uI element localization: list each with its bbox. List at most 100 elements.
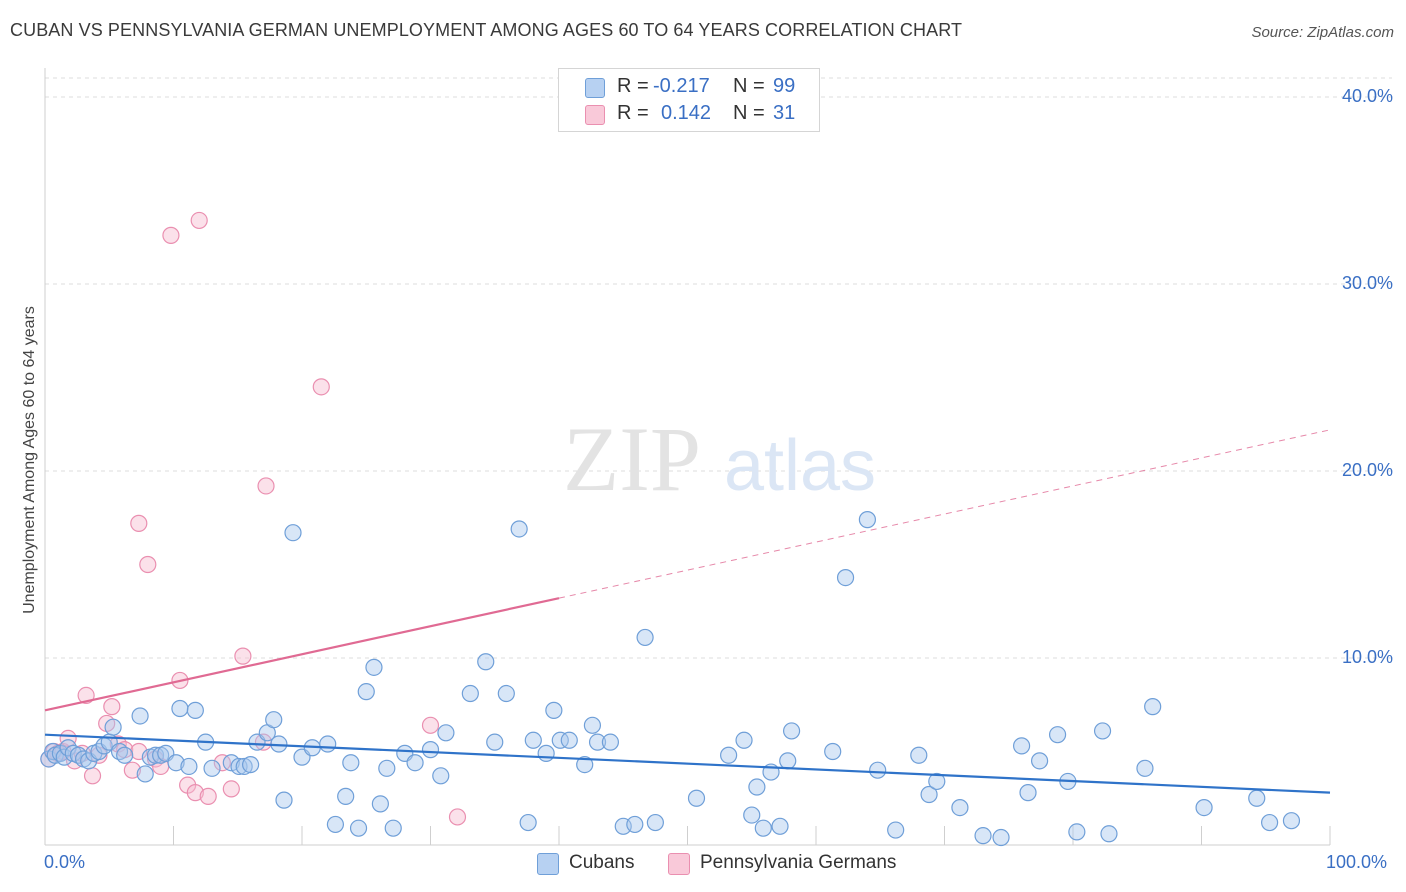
- source-label: Source: ZipAtlas.com: [1251, 24, 1394, 41]
- point-cuban-62: [524, 731, 542, 749]
- point-cuban-28: [203, 759, 221, 777]
- point-pg-33: [448, 808, 467, 826]
- legend-n-value-cubans: 99: [773, 75, 796, 97]
- point-cuban-106: [1195, 798, 1213, 817]
- point-cuban-102: [1093, 722, 1112, 740]
- point-cuban-103: [1100, 825, 1118, 843]
- series-pennsylvania-germans: [40, 211, 467, 826]
- point-cuban-88: [869, 761, 887, 779]
- point-cuban-47: [365, 658, 383, 676]
- point-cuban-38: [284, 524, 302, 542]
- point-cuban-86: [836, 568, 855, 587]
- point-pg-4: [59, 729, 77, 748]
- point-cuban-64: [545, 701, 563, 719]
- point-cuban-90: [910, 746, 928, 764]
- point-cuban-26: [186, 701, 204, 719]
- point-cuban-48: [371, 795, 389, 813]
- point-cuban-58: [486, 733, 504, 751]
- gridlines: [45, 77, 1392, 659]
- point-cuban-76: [720, 746, 738, 764]
- point-cuban-60: [510, 520, 528, 538]
- point-pg-27: [222, 780, 240, 798]
- point-cuban-77: [735, 731, 753, 749]
- watermark: ZIP atlas: [563, 408, 876, 510]
- trend-line-cubans: [44, 733, 1331, 794]
- point-cuban-24: [171, 699, 189, 718]
- point-cuban-31: [235, 757, 253, 776]
- point-pg-17: [139, 555, 157, 574]
- point-cuban-101: [1068, 823, 1086, 841]
- point-cuban-92: [928, 772, 946, 791]
- point-cuban-63: [537, 744, 555, 762]
- point-cuban-43: [337, 787, 355, 805]
- legend-n-label-pg: N =: [733, 102, 765, 124]
- trend-line-pg: [44, 597, 560, 712]
- point-cuban-18: [136, 765, 154, 783]
- point-cuban-95: [992, 828, 1010, 847]
- y-tick-label-1: 20.0%: [1341, 460, 1393, 480]
- point-pg-20: [162, 226, 180, 244]
- point-cuban-52: [406, 754, 424, 772]
- point-cuban-65: [551, 731, 569, 749]
- point-cuban-78: [743, 806, 761, 824]
- watermark-zip: ZIP: [563, 408, 701, 510]
- point-cuban-66: [560, 731, 578, 749]
- point-cuban-23: [167, 754, 185, 772]
- point-cuban-53: [421, 741, 440, 759]
- point-pg-26: [213, 754, 231, 772]
- point-cuban-41: [319, 735, 337, 753]
- point-pg-16: [130, 514, 148, 532]
- point-cuban-46: [357, 683, 375, 701]
- point-cuban-109: [1282, 812, 1301, 830]
- point-cuban-49: [378, 759, 396, 777]
- legend: R = -0.217 N = 99 R = 0.142 N = 31: [558, 68, 820, 132]
- point-cuban-56: [461, 684, 479, 703]
- bottom-swatch-cubans: [537, 853, 559, 875]
- point-cuban-59: [497, 684, 515, 703]
- bottom-label-cubans: Cubans: [569, 852, 635, 873]
- point-cuban-25: [180, 757, 198, 776]
- point-cuban-50: [384, 819, 402, 837]
- point-cuban-105: [1144, 698, 1162, 716]
- axes: [44, 68, 1331, 846]
- point-cuban-37: [275, 791, 293, 809]
- point-cuban-104: [1136, 759, 1154, 777]
- point-cuban-108: [1261, 813, 1279, 832]
- point-cuban-89: [887, 821, 905, 839]
- point-cuban-57: [477, 653, 495, 671]
- point-cuban-42: [326, 815, 345, 834]
- point-pg-14: [123, 761, 141, 779]
- bottom-label-pg: Pennsylvania Germans: [700, 852, 897, 873]
- point-pg-28: [234, 647, 252, 665]
- point-cuban-45: [349, 819, 368, 837]
- trend-lines: [44, 429, 1331, 794]
- point-cuban-96: [1012, 737, 1031, 755]
- legend-r-value-cubans: -0.217: [653, 75, 710, 97]
- point-cuban-35: [265, 711, 283, 729]
- point-cuban-87: [858, 511, 877, 529]
- point-cuban-91: [920, 785, 938, 804]
- point-pg-11: [103, 698, 121, 716]
- point-cuban-32: [242, 755, 260, 774]
- point-pg-31: [312, 378, 330, 396]
- point-cuban-79: [748, 778, 766, 796]
- point-cuban-85: [824, 742, 842, 761]
- point-cuban-94: [974, 827, 992, 845]
- point-cuban-67: [576, 755, 594, 774]
- legend-n-label-cubans: N =: [733, 75, 765, 97]
- point-cuban-61: [519, 813, 537, 832]
- point-pg-32: [421, 716, 440, 734]
- y-tick-label-3: 40.0%: [1341, 86, 1393, 106]
- point-cuban-4: [55, 748, 73, 766]
- x-tick-label-0: 0.0%: [44, 852, 86, 872]
- point-cuban-68: [583, 716, 602, 734]
- point-cuban-80: [754, 819, 772, 837]
- point-pg-24: [190, 211, 208, 230]
- point-cuban-73: [636, 628, 654, 647]
- legend-n-value-pg: 31: [773, 102, 796, 124]
- x-tick-label-1: 100.0%: [1326, 852, 1388, 872]
- point-pg-23: [186, 784, 204, 802]
- point-cuban-82: [771, 817, 789, 835]
- y-tick-label-0: 10.0%: [1341, 647, 1393, 667]
